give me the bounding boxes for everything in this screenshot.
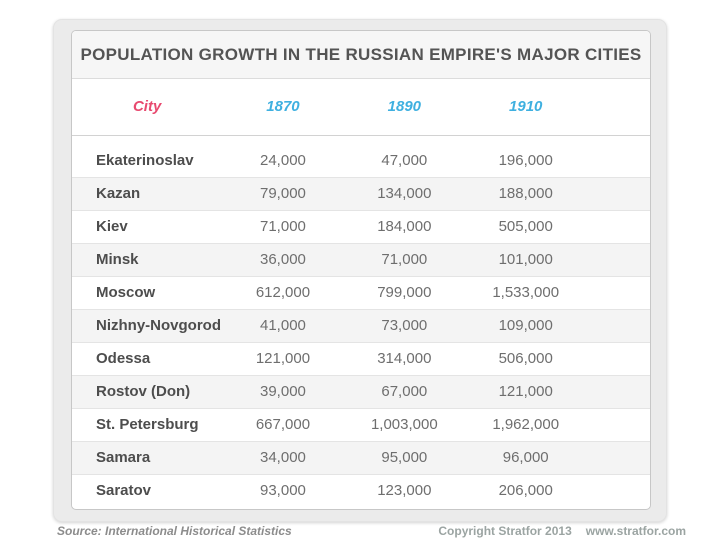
value-cell: 67,000 <box>381 383 428 400</box>
value-cell: 95,000 <box>381 449 428 466</box>
row-right-padding <box>586 375 650 408</box>
value-cell: 121,000 <box>255 350 311 367</box>
table-row: St. Petersburg 667,000 1,003,000 1,962,000 <box>72 408 650 441</box>
city-cell: Rostov (Don) <box>96 383 191 400</box>
value-cell: 799,000 <box>377 284 432 301</box>
table-panel: POPULATION GROWTH IN THE RUSSIAN EMPIRE'… <box>71 30 651 510</box>
row-right-padding <box>586 210 650 243</box>
value-cell: 24,000 <box>260 151 306 169</box>
row-right-padding <box>586 309 650 342</box>
row-right-padding <box>586 474 650 507</box>
value-cell: 206,000 <box>498 482 553 500</box>
row-right-padding <box>586 276 650 309</box>
website-link[interactable]: www.stratfor.com <box>585 524 686 538</box>
value-cell: 121,000 <box>498 383 553 400</box>
copyright-note: Copyright Stratfor 2013 <box>438 524 572 538</box>
page-title: POPULATION GROWTH IN THE RUSSIAN EMPIRE'… <box>72 31 650 79</box>
value-cell: 71,000 <box>260 218 306 235</box>
city-cell: Ekaterinoslav <box>96 151 194 169</box>
value-cell: 123,000 <box>377 482 432 500</box>
city-cell: Kazan <box>96 185 141 202</box>
table-row: Minsk 36,000 71,000 101,000 <box>72 243 650 276</box>
value-cell: 39,000 <box>260 383 306 400</box>
table-row: Ekaterinoslav 24,000 47,000 196,000 <box>72 144 650 177</box>
value-cell: 1,003,000 <box>370 416 438 433</box>
table-row: Samara 34,000 95,000 96,000 <box>72 441 650 474</box>
value-cell: 71,000 <box>381 251 428 268</box>
value-cell: 196,000 <box>498 151 553 169</box>
table-row: Odessa 121,000 314,000 506,000 <box>72 342 650 375</box>
row-right-padding <box>586 408 650 441</box>
value-cell: 34,000 <box>260 449 306 466</box>
value-cell: 47,000 <box>381 151 428 169</box>
value-cell: 109,000 <box>498 317 553 334</box>
table-body: Ekaterinoslav 24,000 47,000 196,000 Kazan 79,… <box>72 135 650 507</box>
value-cell: 505,000 <box>498 218 553 235</box>
city-cell: Samara <box>96 449 151 466</box>
city-cell: Saratov <box>96 482 152 500</box>
city-cell: Moscow <box>96 284 156 301</box>
table-header-row: City 1870 1890 1910 <box>72 79 650 136</box>
table-row: Kazan 79,000 134,000 188,000 <box>72 177 650 210</box>
row-right-padding <box>586 441 650 474</box>
value-cell: 184,000 <box>377 218 432 235</box>
copyright-group: Copyright Stratfor 2013 www.stratfor.com <box>438 524 686 538</box>
population-table: City 1870 1890 1910 Ekaterinoslav 24,000 4… <box>72 79 650 507</box>
value-cell: 314,000 <box>377 350 432 367</box>
value-cell: 1,533,000 <box>492 284 560 301</box>
city-cell: Minsk <box>96 251 139 268</box>
value-cell: 1,962,000 <box>492 416 560 433</box>
row-right-padding <box>586 177 650 210</box>
column-header-spacer <box>586 79 650 136</box>
value-cell: 79,000 <box>260 185 306 202</box>
infographic-card: POPULATION GROWTH IN THE RUSSIAN EMPIRE'… <box>53 19 667 522</box>
table-row: Nizhny-Novgorod 41,000 73,000 109,000 <box>72 309 650 342</box>
table-row: Kiev 71,000 184,000 505,000 <box>72 210 650 243</box>
source-note: Source: International Historical Statist… <box>57 524 292 538</box>
value-cell: 134,000 <box>377 185 432 202</box>
value-cell: 612,000 <box>255 284 311 301</box>
row-right-padding <box>586 243 650 276</box>
value-cell: 188,000 <box>498 185 553 202</box>
city-cell: St. Petersburg <box>96 416 199 433</box>
column-header-1890: 1890 <box>343 79 466 136</box>
table-row: Saratov 93,000 123,000 206,000 <box>72 474 650 507</box>
row-right-padding <box>586 144 650 177</box>
value-cell: 667,000 <box>255 416 311 433</box>
city-cell: Odessa <box>96 350 151 367</box>
value-cell: 73,000 <box>381 317 428 334</box>
table-row: Rostov (Don) 39,000 67,000 121,000 <box>72 375 650 408</box>
column-header-1910: 1910 <box>465 79 587 136</box>
city-cell: Nizhny-Novgorod <box>96 317 221 334</box>
table-row: Moscow 612,000 799,000 1,533,000 <box>72 276 650 309</box>
value-cell: 93,000 <box>260 482 306 500</box>
value-cell: 506,000 <box>498 350 553 367</box>
value-cell: 41,000 <box>260 317 306 334</box>
value-cell: 96,000 <box>502 449 549 466</box>
city-cell: Kiev <box>96 218 128 235</box>
column-header-1870: 1870 <box>222 79 344 136</box>
row-right-padding <box>586 342 650 375</box>
header-body-spacer <box>72 135 650 144</box>
column-header-city: City <box>72 79 223 136</box>
value-cell: 101,000 <box>498 251 553 268</box>
page-footer: Source: International Historical Statist… <box>57 524 686 538</box>
value-cell: 36,000 <box>260 251 306 268</box>
